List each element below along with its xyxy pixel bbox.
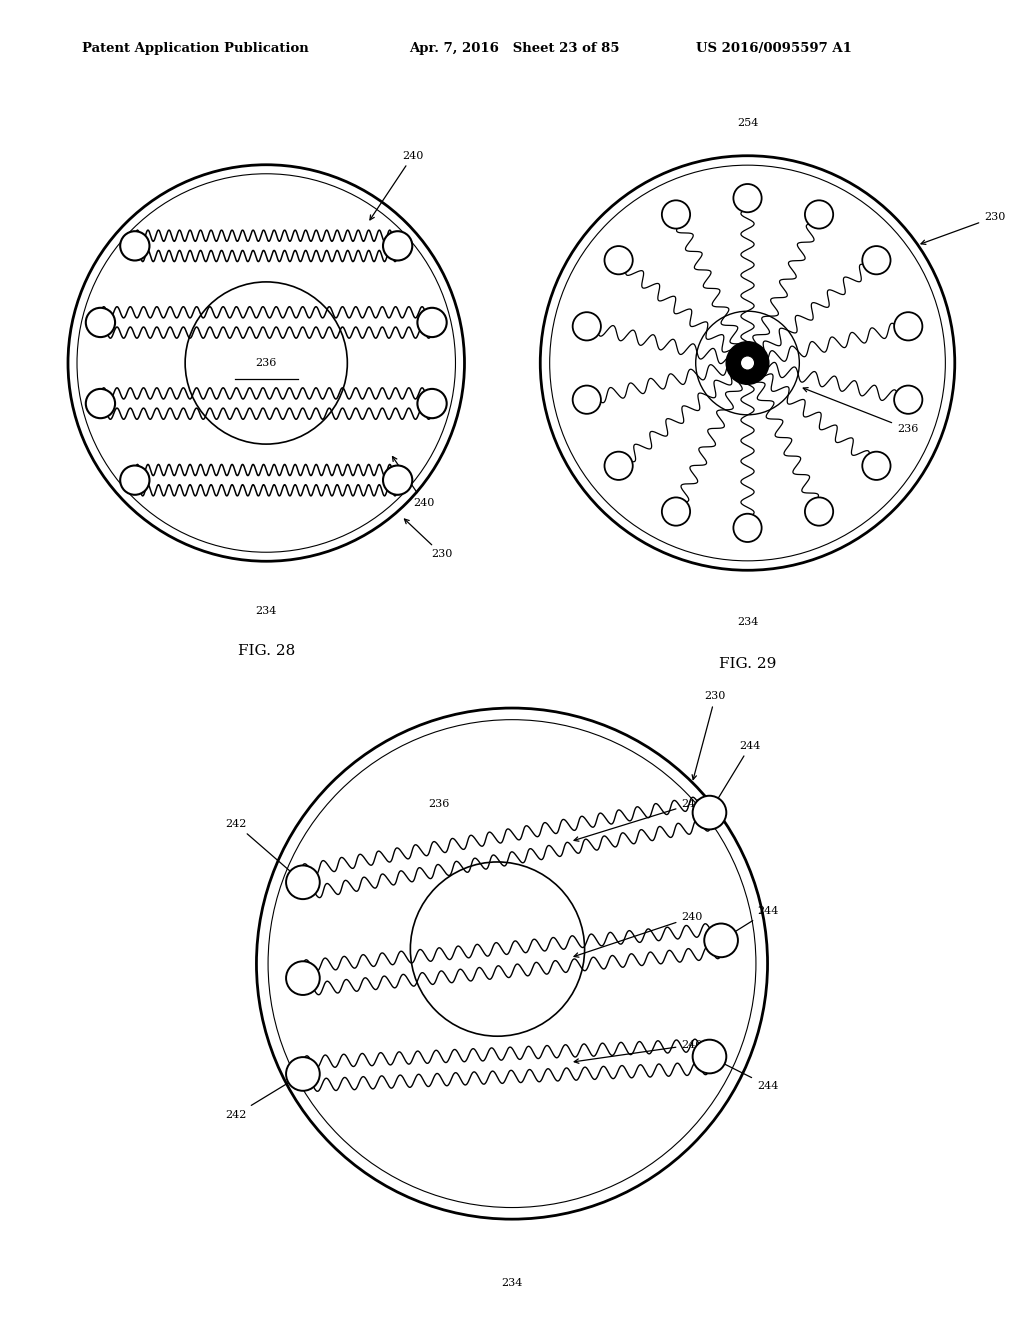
Circle shape xyxy=(862,451,891,480)
Text: 230: 230 xyxy=(921,213,1006,244)
Circle shape xyxy=(692,1040,726,1073)
Text: 230: 230 xyxy=(692,692,726,780)
Text: 234: 234 xyxy=(502,1278,522,1288)
Circle shape xyxy=(805,498,834,525)
Text: 240: 240 xyxy=(574,912,702,957)
Text: 244: 244 xyxy=(712,741,761,809)
Circle shape xyxy=(604,451,633,480)
Text: 244: 244 xyxy=(713,1059,778,1090)
Text: 234: 234 xyxy=(737,616,758,627)
Text: 240: 240 xyxy=(574,1040,702,1064)
Circle shape xyxy=(740,356,755,370)
Circle shape xyxy=(862,246,891,275)
Circle shape xyxy=(705,924,738,957)
Circle shape xyxy=(692,796,726,829)
Text: Patent Application Publication: Patent Application Publication xyxy=(82,42,308,55)
Text: 234: 234 xyxy=(256,606,276,616)
Circle shape xyxy=(418,389,446,418)
Text: 240: 240 xyxy=(574,799,702,841)
Text: 254: 254 xyxy=(737,117,758,128)
Circle shape xyxy=(894,313,923,341)
Text: 240: 240 xyxy=(392,457,434,508)
Circle shape xyxy=(86,389,115,418)
Circle shape xyxy=(604,246,633,275)
Circle shape xyxy=(662,201,690,228)
Circle shape xyxy=(733,513,762,543)
Circle shape xyxy=(286,1057,319,1090)
Circle shape xyxy=(383,466,413,495)
Text: FIG. 28: FIG. 28 xyxy=(238,644,295,659)
Text: US 2016/0095597 A1: US 2016/0095597 A1 xyxy=(696,42,852,55)
Text: 236: 236 xyxy=(803,388,919,434)
Circle shape xyxy=(894,385,923,413)
Circle shape xyxy=(733,183,762,213)
Circle shape xyxy=(572,385,601,413)
Circle shape xyxy=(726,342,769,384)
Circle shape xyxy=(383,231,413,260)
Circle shape xyxy=(286,961,319,995)
Text: 236: 236 xyxy=(256,358,276,368)
Circle shape xyxy=(662,498,690,525)
Circle shape xyxy=(572,313,601,341)
Text: 242: 242 xyxy=(225,820,300,879)
Text: 230: 230 xyxy=(404,519,453,560)
Circle shape xyxy=(120,231,150,260)
Text: 242: 242 xyxy=(225,1076,299,1119)
Text: FIG. 29: FIG. 29 xyxy=(719,657,776,672)
Circle shape xyxy=(120,466,150,495)
Circle shape xyxy=(805,201,834,228)
Text: 240: 240 xyxy=(370,150,423,220)
Text: 236: 236 xyxy=(429,799,451,809)
Circle shape xyxy=(418,308,446,337)
Text: 244: 244 xyxy=(725,907,778,939)
Circle shape xyxy=(286,866,319,899)
Circle shape xyxy=(86,308,115,337)
Text: Apr. 7, 2016   Sheet 23 of 85: Apr. 7, 2016 Sheet 23 of 85 xyxy=(410,42,621,55)
